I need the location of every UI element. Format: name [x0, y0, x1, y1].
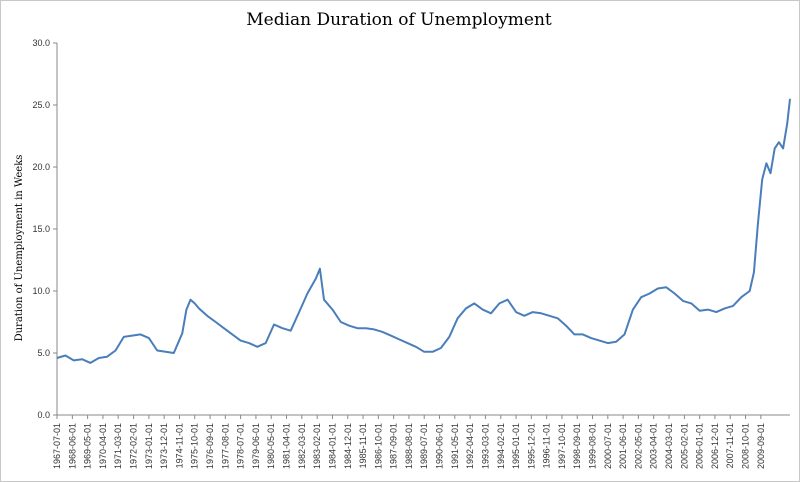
x-tick-label: 1987-09-01: [389, 423, 399, 469]
x-tick-label: 2002-05-01: [633, 423, 643, 469]
y-tick-label: 5.0: [37, 348, 50, 358]
x-tick-label: 1985-11-01: [358, 423, 368, 468]
x-tick-label: 2003-04-01: [649, 423, 659, 469]
x-tick-label: 1974-11-01: [174, 423, 184, 468]
y-tick-label: 30.0: [32, 38, 50, 48]
x-tick-label: 1978-07-01: [236, 423, 246, 469]
x-tick-label: 1993-03-01: [480, 423, 490, 469]
x-tick-label: 1999-08-01: [588, 423, 598, 469]
x-tick-label: 1988-08-01: [404, 423, 414, 469]
x-tick-label: 2006-01-01: [695, 423, 705, 469]
x-tick-label: 1979-06-01: [251, 423, 261, 469]
x-tick-label: 2004-03-01: [664, 423, 674, 469]
y-tick-label: 10.0: [32, 286, 50, 296]
x-tick-label: 2000-07-01: [603, 423, 613, 469]
x-tick-label: 1997-10-01: [557, 423, 567, 469]
x-tick-label: 1982-03-01: [297, 423, 307, 469]
x-tick-label: 1996-11-01: [542, 423, 552, 468]
y-tick-label: 20.0: [32, 162, 50, 172]
x-tick-label: 1998-09-01: [572, 423, 582, 469]
y-axis-label: Duration of Unemployment in Weeks: [14, 155, 25, 342]
x-tick-label: 1973-01-01: [144, 423, 154, 469]
x-tick-label: 1990-06-01: [435, 423, 445, 469]
x-tick-label: 1980-05-01: [266, 423, 276, 469]
y-tick-label: 25.0: [32, 100, 50, 110]
x-tick-label: 1977-08-01: [220, 423, 230, 469]
y-axis: 0.0 5.0 10.0 15.0 20.0 25.0 30.0: [32, 38, 58, 420]
x-tick-label: 1989-07-01: [419, 423, 429, 469]
x-tick-label: 1969-05-01: [83, 423, 93, 469]
x-tick-label: 1973-12-01: [159, 423, 169, 469]
x-tick-label: 1972-02-01: [129, 423, 139, 469]
series-line: [56, 98, 791, 364]
y-tick-label: 15.0: [32, 224, 50, 234]
x-tick-label: 1995-01-01: [511, 423, 521, 469]
x-tick-label: 2005-02-01: [679, 423, 689, 469]
x-tick-label: 1995-12-01: [526, 423, 536, 469]
x-tick-label: 1984-01-01: [327, 423, 337, 469]
x-tick-label: 1994-02-01: [496, 423, 506, 469]
x-tick-label: 1986-10-01: [373, 423, 383, 469]
x-tick-label: 2001-06-01: [618, 423, 628, 469]
x-tick-label: 1968-06-01: [67, 423, 77, 469]
y-tick-label: 0.0: [37, 410, 50, 420]
x-tick-label: 1983-02-01: [312, 423, 322, 469]
x-tick-label: 2006-12-01: [710, 423, 720, 469]
x-tick-label: 1981-04-01: [282, 423, 292, 469]
x-tick-label: 2007-11-01: [725, 423, 735, 468]
x-tick-label: 1991-05-01: [450, 423, 460, 469]
x-tick-label: 1992-04-01: [465, 423, 475, 469]
x-tick-label: 1970-04-01: [98, 423, 108, 469]
x-tick-label: 1971-03-01: [113, 423, 123, 469]
chart-title: Median Duration of Unemployment: [246, 10, 552, 30]
x-tick-label: 2008-10-01: [741, 423, 751, 469]
x-tick-label: 1967-07-01: [52, 423, 62, 469]
x-tick-label: 1975-10-01: [190, 423, 200, 469]
x-tick-label: 1976-09-01: [205, 423, 215, 469]
x-axis: 1967-07-01 1968-06-01 1969-05-01 1970-04-01…: [52, 414, 790, 469]
x-tick-label: 2009-09-01: [756, 423, 766, 469]
x-tick-label: 1984-12-01: [343, 423, 353, 469]
